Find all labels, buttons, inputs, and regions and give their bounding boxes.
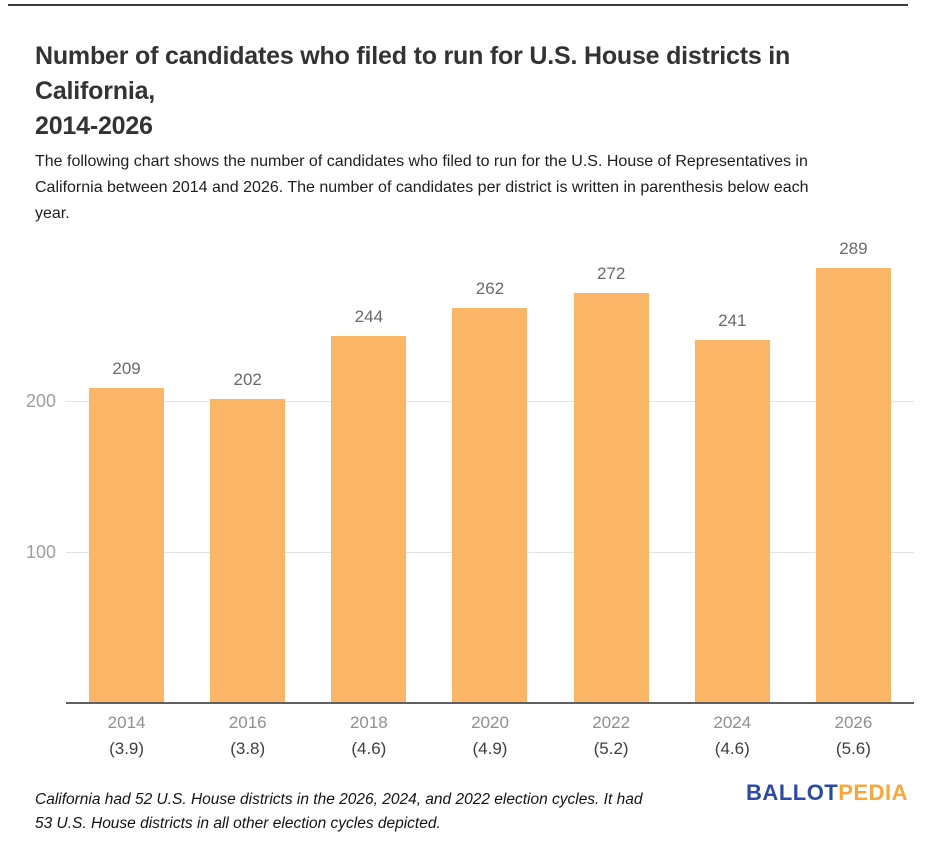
x-label-2018: 2018 (4.6) [308,710,429,762]
chart-description: The following chart shows the number of … [35,153,809,222]
page-title: Number of candidates who filed to run fo… [35,42,791,140]
x-label-year-2018: 2018 [349,713,388,732]
x-axis-labels: 2014 (3.9) 2016 (3.8) 2018 (4.6) 2020 (4.9) 2022… [66,710,914,762]
ballotpedia-logo: BALLOTPEDIA [746,772,908,806]
bar-2020 [452,308,528,704]
x-label-per-district-2014: (3.9) [109,739,145,758]
bar-chart: 100 200 209 202 244 262 272 241 289 [26,235,914,704]
x-label-year-2016: 2016 [228,713,267,732]
image-top-border [8,4,908,6]
x-label-2020: 2020 (4.9) [429,710,550,762]
x-label-year-2014: 2014 [107,713,146,732]
x-label-2016: 2016 (3.8) [187,710,308,762]
bar-value-label-2022: 272 [596,264,626,284]
y-tick-label-100: 100 [25,542,56,562]
bar-value-label-2026: 289 [839,238,868,258]
bar-value-label-2020: 262 [475,279,505,299]
x-label-2024: 2024 (4.6) [672,710,793,762]
bar-value-label-2018: 244 [354,306,384,326]
bar-value-label-2024: 241 [718,311,747,331]
x-label-2026: 2026 (5.6) [793,710,914,762]
x-label-per-district-2018: (4.6) [351,739,387,758]
bar-group-2022: 272 [551,235,672,704]
x-axis-line [66,702,914,704]
x-label-per-district-2016: (3.8) [230,739,266,758]
bar-group-2024: 241 [672,235,793,704]
bar-value-label-2016: 202 [233,369,262,389]
y-tick-label-200: 200 [25,391,56,411]
bar-2018 [331,335,407,704]
bar-2014 [89,388,165,704]
bar-value-label-2014: 209 [112,359,141,379]
bar-2016 [210,398,286,704]
x-label-year-2020: 2020 [471,713,509,732]
x-label-per-district-2026: (5.6) [835,739,871,758]
bar-group-2014: 209 [66,235,187,704]
bar-group-2020: 262 [429,235,550,704]
bar-group-2018: 244 [308,235,429,704]
bar-group-2016: 202 [187,235,308,704]
bar-2024 [694,340,770,704]
x-label-per-district-2020: (4.9) [472,739,508,758]
bar-2026 [815,267,891,704]
x-label-per-district-2024: (4.6) [714,739,750,758]
x-label-2014: 2014 (3.9) [66,710,187,762]
x-label-year-2024: 2024 [713,713,752,732]
x-label-per-district-2022: (5.2) [593,739,629,758]
bar-group-2026: 289 [793,235,914,704]
x-label-year-2026: 2026 [834,713,873,732]
x-label-year-2022: 2022 [592,713,631,732]
logo-text-ballot: BALLOT [746,780,839,805]
logo-text-pedia: PEDIA [838,780,908,805]
bar-2022 [573,293,649,704]
x-label-2022: 2022 (5.2) [551,710,672,762]
